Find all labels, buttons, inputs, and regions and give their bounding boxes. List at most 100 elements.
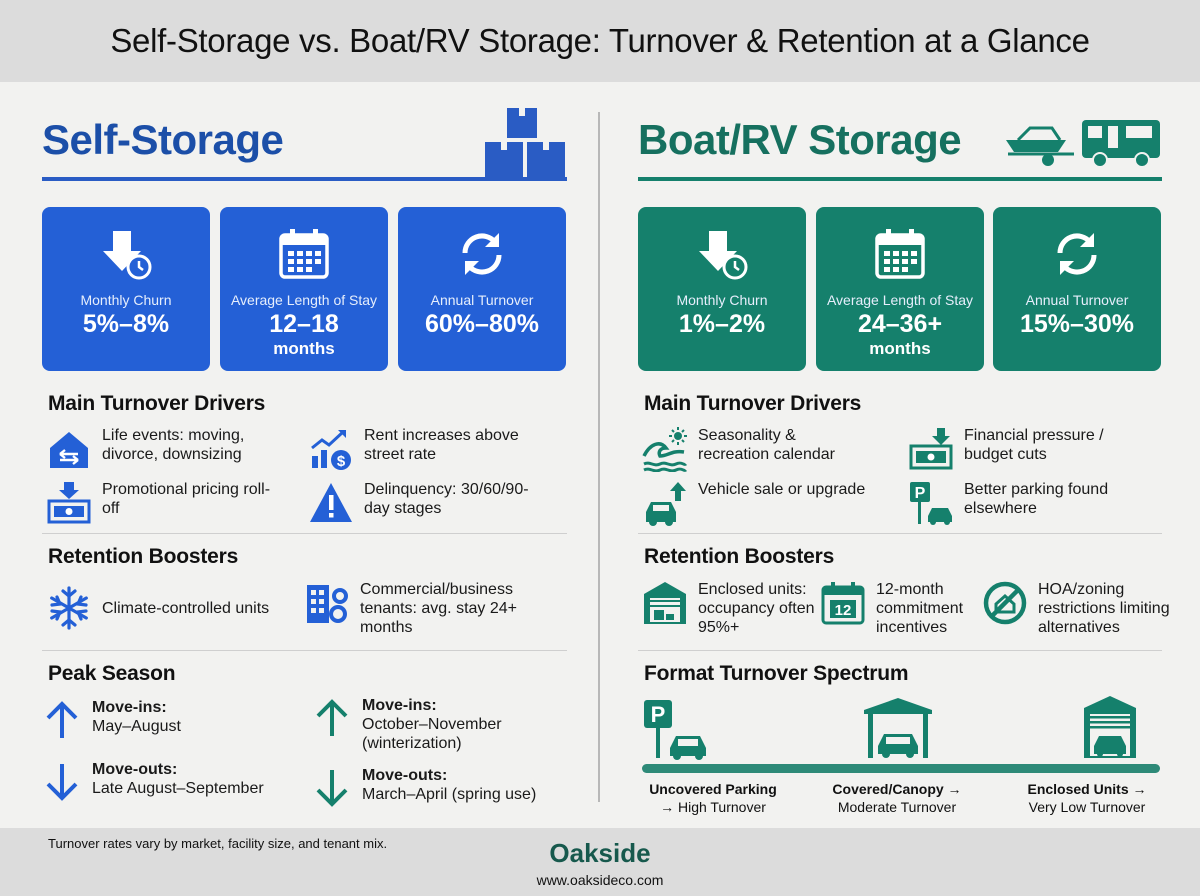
driver-item: Life events: moving, divorce, downsizing [46,426,296,472]
stat-label: Monthly Churn [80,292,172,308]
center-divider [598,112,600,802]
driver-item: Promotional pricing roll-off [46,480,296,526]
stat-label: Average Length of Stay [826,292,974,308]
office-building-gear-icon [307,585,348,623]
booster-text: Enclosed units: occupancy often 95%+ [698,581,815,636]
boosters-heading: Retention Boosters [48,545,239,568]
boat-rv-heading: Boat/RV Storage [638,116,962,163]
drivers-heading: Main Turnover Drivers [48,392,266,415]
booster-text: 12-month commitment incentives [876,581,964,636]
enclosed-garage-icon [1084,696,1136,758]
peak-text: October–November (winterization) [362,716,502,752]
calendar-12-icon: 12 [821,582,865,625]
peak-item: Move-outs: March–April (spring use) [312,766,572,810]
driver-text: Better parking found elsewhere [964,481,1109,517]
stat-unit: months [869,339,931,358]
arrow-up-icon [316,699,348,736]
refresh-cycle-icon [462,233,502,275]
driver-text: Life events: moving, divorce, downsizing [102,427,245,463]
peak-text: Late August–September [92,780,264,797]
stat-label: Annual Turnover [430,292,534,308]
booster-item: HOA/zoning restrictions limiting alterna… [982,580,1182,637]
spectrum-label: Enclosed Units → Very Low Turnover [1027,781,1147,815]
arrow-down-icon [46,764,78,801]
stat-value: 24–36+ [857,310,943,338]
peak-text: May–August [92,718,181,735]
footer: Turnover rates vary by market, facility … [0,828,1200,896]
stat-monthly-churn: Monthly Churn 5%–8% [42,207,210,371]
driver-text: Rent increases above street rate [364,427,519,463]
cash-down-icon [909,428,953,470]
page-title: Self-Storage vs. Boat/RV Storage: Turnov… [110,22,1090,59]
driver-item: Delinquency: 30/60/90-day stages [308,480,558,526]
boat-trailer-rv-icon [1006,120,1160,168]
stat-value: 1%–2% [678,310,766,338]
driver-item: Financial pressure / budget cuts [908,426,1168,472]
no-zoning-icon [983,581,1027,625]
canopy-car-icon [864,698,932,758]
stat-value: 12–18 [269,310,339,338]
driver-item: $ Rent increases above street rate [308,426,558,472]
peak-title: Move-outs: [92,761,178,778]
self-storage-heading: Self-Storage [42,116,284,163]
spectrum-label: Uncovered Parking → High Turnover [649,781,777,815]
garage-icon [644,582,686,624]
booster-text: HOA/zoning restrictions limiting alterna… [1038,581,1170,636]
peak-title: Move-ins: [92,699,167,716]
stat-value: 60%–80% [425,310,539,338]
parking-car-icon: P [910,482,952,525]
stat-monthly-churn: Monthly Churn 1%–2% [638,207,806,371]
peak-item: Move-outs: Late August–September [42,760,302,804]
stat-label: Monthly Churn [676,292,768,308]
stacked-boxes-icon [485,108,565,178]
stat-annual-turnover: Annual Turnover 15%–30% [993,207,1161,371]
driver-text: Financial pressure / budget cuts [964,427,1104,463]
promo-cash-icon [47,482,91,524]
stat-avg-stay: Average Length of Stay 12–18 months [220,207,388,371]
stat-avg-stay: Average Length of Stay 24–36+ months [816,207,984,371]
booster-text: Commercial/business tenants: avg. stay 2… [360,581,517,636]
footer-url[interactable]: www.oaksideco.com [536,872,664,888]
booster-item: Climate-controlled units [46,585,306,631]
refresh-cycle-icon [1057,233,1097,275]
driver-item: Vehicle sale or upgrade [642,480,902,526]
booster-item: Commercial/business tenants: avg. stay 2… [304,580,569,637]
stat-value: 15%–30% [1020,310,1134,338]
peak-season-heading: Peak Season [48,662,176,685]
calendar-icon [875,229,925,279]
car-arrow-up-icon [646,482,686,526]
stat-value: 5%–8% [82,310,170,338]
peak-title: Move-ins: [362,697,437,714]
drivers-heading: Main Turnover Drivers [644,392,862,415]
down-arrow-clock-icon [699,231,748,280]
svg-text:$: $ [337,453,346,470]
spectrum-heading: Format Turnover Spectrum [644,662,909,685]
header-bar: Self-Storage vs. Boat/RV Storage: Turnov… [0,0,1200,82]
booster-item: Enclosed units: occupancy often 95%+ [642,580,822,637]
footer-note: Turnover rates vary by market, facility … [48,836,388,851]
arrow-down-icon [316,770,348,807]
rent-increase-chart-icon: $ [311,430,351,470]
section-divider [638,533,1162,534]
section-divider [42,650,567,651]
svg-text:12: 12 [835,602,852,619]
section-divider [42,533,567,534]
calendar-icon [279,229,329,279]
driver-item: P Better parking found elsewhere [908,480,1168,526]
peak-title: Move-outs: [362,767,448,784]
peak-text: March–April (spring use) [362,786,537,803]
spectrum-label: Covered/Canopy → Moderate Turnover [832,781,962,815]
wave-sun-icon [642,427,688,472]
down-arrow-clock-icon [103,231,152,280]
snowflake-icon [50,586,88,630]
driver-text: Vehicle sale or upgrade [698,481,866,498]
driver-text: Delinquency: 30/60/90-day stages [364,481,529,517]
svg-text:P: P [915,485,926,502]
driver-text: Seasonality & recreation calendar [698,427,835,463]
driver-item: Seasonality & recreation calendar [642,426,902,472]
warning-triangle-icon [310,483,352,522]
svg-text:P: P [651,702,666,727]
driver-text: Promotional pricing roll-off [102,481,271,517]
self-storage-rule [42,177,567,181]
stat-label: Average Length of Stay [230,292,378,308]
